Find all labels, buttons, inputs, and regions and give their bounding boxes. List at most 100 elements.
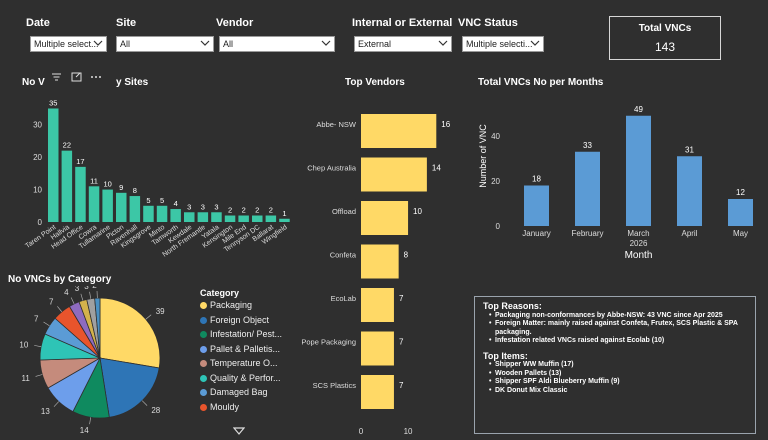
site-filter-label: Site	[116, 17, 137, 29]
sites-data-label: 11	[90, 176, 98, 185]
legend-item-label: Packaging	[210, 300, 253, 310]
pie-leader-line	[89, 291, 91, 299]
sites-bar	[61, 150, 73, 222]
legend-item-label: Damaged Bag	[210, 387, 268, 397]
legend-item-label: Mouldy	[210, 401, 240, 412]
sites-bar	[156, 205, 168, 222]
legend-item[interactable]: Temperature O...	[200, 358, 278, 368]
legend-dot-icon	[200, 302, 207, 309]
pie-slice	[99, 357, 160, 418]
legend-dot-icon	[200, 345, 207, 353]
vendors-data-label: 7	[399, 381, 404, 390]
sites-data-label: 17	[76, 157, 84, 166]
legend-scroll-down-icon[interactable]	[233, 427, 245, 435]
pie-data-label: 3	[75, 286, 80, 293]
legend-item[interactable]: Damaged Bag	[200, 387, 268, 397]
sites-bar	[102, 189, 113, 222]
legend-dot-icon	[200, 403, 207, 411]
date-filter-select[interactable]: Multiple select...	[30, 36, 107, 52]
pie-leader-line	[70, 297, 75, 304]
vendors-bar	[361, 201, 409, 235]
vendors-y-tick-label: Confeta	[330, 251, 357, 260]
vendors-bar	[361, 157, 427, 192]
chevron-down-icon	[93, 40, 103, 46]
vendors-bar	[361, 288, 394, 322]
legend-dot-icon	[200, 360, 207, 367]
legend-item[interactable]: Foreign Object	[200, 315, 269, 325]
pie-leader-line	[145, 314, 152, 320]
top-item: DK Donut Mix Classic	[489, 387, 747, 396]
pie-leader-line	[89, 417, 91, 425]
pie-data-label: 7	[49, 298, 54, 307]
vnc-status-filter-select[interactable]: Multiple selecti...	[462, 36, 544, 52]
months-y-axis-title: Number of VNC	[478, 124, 488, 188]
visual-header-toolbar	[51, 72, 102, 84]
legend-item-label: Foreign Object	[210, 314, 270, 325]
months-bar	[524, 185, 549, 226]
chevron-down-icon	[530, 40, 540, 46]
sites-data-label: 5	[146, 196, 150, 205]
months-data-label: 33	[583, 141, 592, 150]
filter-icon[interactable]	[51, 72, 62, 82]
sites-data-label: 8	[133, 186, 137, 195]
sites-y-tick-label: 0	[38, 218, 43, 227]
total-vncs-card: Total VNCs 143	[609, 16, 721, 60]
vendors-bar-chart: Abbe- NSW 16 Chep Australia 14 Offload 10 Conf…	[301, 114, 451, 436]
vendor-filter-label: Vendor	[216, 17, 254, 29]
vendors-data-label: 7	[399, 338, 404, 347]
reason-item: Infestation related VNCs raised against …	[489, 337, 747, 346]
sites-data-label: 2	[228, 206, 232, 215]
sites-data-label: 2	[269, 206, 273, 215]
months-data-label: 31	[685, 145, 694, 154]
legend-item[interactable]: Infestation/ Pest...	[200, 329, 282, 339]
sites-bar	[143, 205, 154, 222]
vendors-data-label: 16	[441, 120, 450, 129]
vendors-data-label: 8	[404, 251, 409, 260]
vendors-data-label: 14	[432, 164, 441, 173]
chevron-down-icon	[438, 40, 448, 46]
pie-data-label: 2	[92, 286, 97, 290]
legend-item-label: Pallet & Palletis...	[210, 343, 281, 354]
focus-mode-icon[interactable]	[71, 72, 82, 82]
vendors-bar	[361, 114, 437, 148]
date-filter-label: Date	[26, 17, 50, 29]
more-options-icon[interactable]	[90, 72, 102, 82]
sites-bar	[197, 212, 209, 222]
vendors-y-tick-label: SCS Plastics	[313, 381, 357, 390]
legend-item[interactable]: Mouldy	[200, 402, 239, 412]
legend-title: Category	[200, 288, 240, 298]
months-chart-title: Total VNCs No per Months	[478, 77, 604, 88]
vendor-filter-select[interactable]: All	[219, 36, 335, 52]
vendors-bar	[361, 331, 394, 366]
months-x-tick-label: March	[627, 229, 649, 238]
legend-dot-icon	[200, 331, 207, 338]
category-pie-chart: 392814131110774332	[19, 286, 165, 435]
internal-external-filter-select[interactable]: External	[354, 36, 452, 52]
sites-bar	[224, 215, 236, 222]
legend-item[interactable]: Quality & Perfor...	[200, 373, 281, 383]
pie-data-label: 39	[156, 307, 165, 316]
sites-bar	[129, 196, 141, 222]
sites-chart-title-right: y Sites	[116, 77, 149, 88]
top-reasons-list: Packaging non-conformances by Abbe-NSW: …	[483, 312, 747, 346]
site-filter-select[interactable]: All	[116, 36, 214, 52]
pie-data-label: 4	[64, 288, 69, 297]
sites-bar	[211, 212, 222, 222]
sites-bar	[238, 215, 249, 222]
months-bar	[575, 151, 600, 226]
site-filter-value: All	[120, 39, 131, 49]
pie-leader-line	[34, 345, 42, 347]
vendors-x-tick-label: 0	[359, 427, 364, 436]
top-item: Shipper SPF Aldi Blueberry Muffin (9)	[489, 378, 747, 387]
chevron-down-icon	[321, 40, 331, 46]
internal-external-filter-value: External	[358, 39, 392, 49]
legend-item[interactable]: Packaging	[200, 300, 252, 310]
top-reasons-heading: Top Reasons:	[483, 301, 542, 311]
pie-data-label: 11	[22, 374, 31, 383]
legend-item[interactable]: Pallet & Palletis...	[200, 344, 280, 354]
top-reasons-panel: Top Reasons: Packaging non-conformances …	[474, 296, 756, 434]
pie-data-label: 13	[41, 407, 50, 416]
sites-bar	[48, 108, 59, 222]
vendors-y-tick-label: Abbe- NSW	[316, 120, 357, 129]
sites-chart-title-left: No V	[22, 77, 45, 88]
